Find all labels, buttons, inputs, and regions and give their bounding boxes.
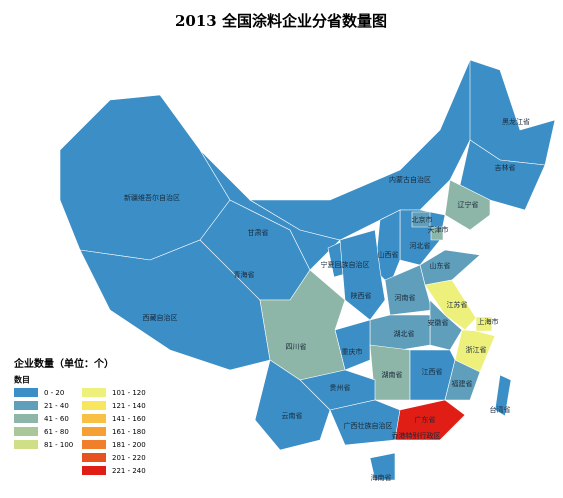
- province-label: 河北省: [410, 241, 431, 250]
- province-label: 山东省: [430, 261, 451, 270]
- province-label: 山西省: [378, 250, 399, 259]
- legend-title: 企业数量（单位：个）: [13, 357, 114, 370]
- legend-swatch: [14, 414, 38, 423]
- province-label: 海南省: [371, 473, 392, 482]
- province-label: 重庆市: [342, 347, 363, 356]
- province-label: 贵州省: [330, 383, 351, 392]
- legend-label: 21 - 40: [44, 402, 69, 410]
- province: [430, 226, 444, 241]
- province: [494, 374, 512, 417]
- province-label: 广东省: [415, 415, 436, 424]
- province: [444, 359, 481, 401]
- provinces: [59, 59, 556, 481]
- province-label: 福建省: [452, 379, 473, 388]
- province-label: 北京市: [412, 215, 433, 224]
- legend-swatch: [82, 440, 106, 449]
- province-label: 甘肃省: [248, 228, 269, 237]
- province: [454, 329, 496, 373]
- province-label: 新疆维吾尔自治区: [124, 193, 180, 202]
- province-label: 台湾省: [490, 405, 511, 414]
- legend-label: 221 - 240: [112, 467, 146, 475]
- legend-label: 101 - 120: [112, 389, 146, 397]
- province-label: 江西省: [422, 367, 443, 376]
- legend-swatch: [82, 466, 106, 475]
- province: [475, 316, 493, 332]
- province-label: 香港特别行政区: [392, 431, 441, 440]
- legend-swatch: [14, 427, 38, 436]
- legend-label: 161 - 180: [112, 428, 146, 436]
- legend-subtitle: 数目: [14, 375, 30, 385]
- province-label: 四川省: [286, 342, 307, 351]
- province: [411, 211, 431, 228]
- legend-label: 181 - 200: [112, 441, 146, 449]
- province-label: 辽宁省: [458, 200, 479, 209]
- legend-label: 141 - 160: [112, 415, 146, 423]
- province-label: 湖南省: [382, 370, 403, 379]
- legend-swatch: [82, 414, 106, 423]
- province: [369, 452, 396, 481]
- legend-label: 81 - 100: [44, 441, 73, 449]
- legend-label: 121 - 140: [112, 402, 146, 410]
- province-label: 黑龙江省: [502, 117, 530, 126]
- province: [424, 279, 477, 331]
- legend-swatch: [82, 401, 106, 410]
- province-label: 内蒙古自治区: [389, 175, 431, 184]
- province: [384, 264, 433, 316]
- legend-label: 0 - 20: [44, 389, 64, 397]
- legend-label: 61 - 80: [44, 428, 69, 436]
- province-label: 天津市: [428, 225, 449, 234]
- legend-label: 41 - 60: [44, 415, 69, 423]
- province-label: 宁夏回族自治区: [321, 260, 370, 269]
- province-label: 江苏省: [447, 300, 468, 309]
- legend-swatch: [82, 453, 106, 462]
- legend-swatch: [14, 440, 38, 449]
- province-label: 广西壮族自治区: [344, 421, 393, 430]
- province: [254, 359, 331, 451]
- province-label: 河南省: [395, 293, 416, 302]
- legend: 0 - 20 21 - 40 41 - 60 61 - 80 81 - 100 101 -…: [14, 388, 146, 475]
- legend-swatch: [82, 427, 106, 436]
- legend-swatch: [82, 388, 106, 397]
- legend-swatch: [14, 401, 38, 410]
- province-label: 云南省: [282, 411, 303, 420]
- legend-label: 201 - 220: [112, 454, 146, 462]
- province-label: 陕西省: [351, 291, 372, 300]
- legend-swatch: [14, 388, 38, 397]
- province-label: 安徽省: [428, 318, 449, 327]
- province-label: 上海市: [478, 317, 499, 326]
- province-label: 西藏自治区: [143, 313, 178, 322]
- province-label: 浙江省: [466, 345, 487, 354]
- province-label: 湖北省: [394, 329, 415, 338]
- province-label: 吉林省: [495, 163, 516, 172]
- province-label: 青海省: [234, 270, 255, 279]
- province: [394, 399, 466, 441]
- map-title: 2013 全国涂料企业分省数量图: [175, 12, 387, 30]
